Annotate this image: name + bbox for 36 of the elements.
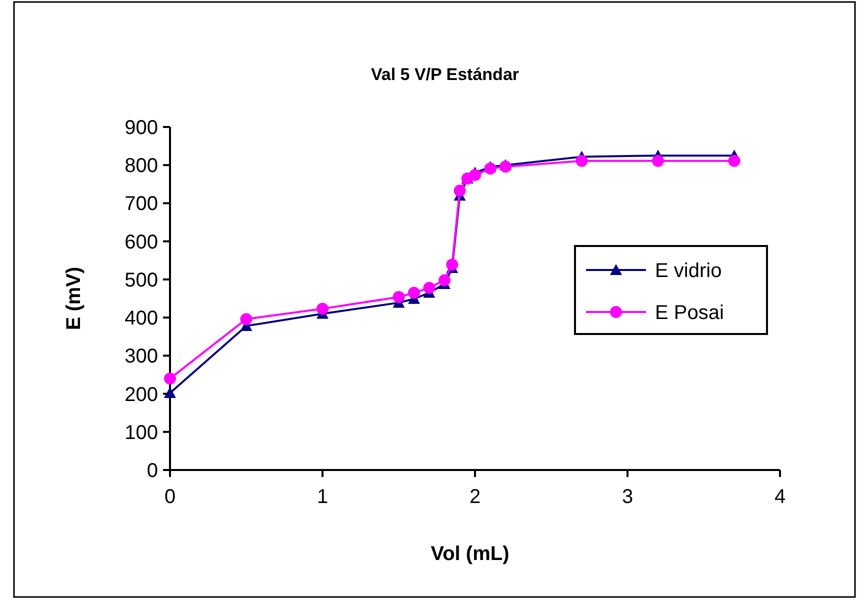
y-tick-label: 900 [124,117,158,139]
y-tick-label: 200 [124,384,158,406]
x-axis-title: Vol (mL) [430,543,510,565]
y-tick-label: 300 [124,346,158,368]
x-tick-label: 3 [622,486,634,508]
point [316,302,328,315]
point [469,169,481,182]
x-tick-label: 4 [774,486,786,508]
point [408,286,420,299]
point [484,162,496,175]
y-tick-label: 600 [124,231,158,254]
point [164,387,176,398]
y-tick-label: 800 [124,155,158,178]
y-axis-title: E (mV) [63,266,85,330]
y-tick-label: 400 [124,308,158,330]
point [164,372,176,385]
x-tick-label: 1 [316,486,328,508]
y-tick-label: 100 [124,422,158,444]
point [446,258,458,271]
point [392,290,405,303]
point [423,282,436,294]
x-tick-label: 2 [469,486,481,508]
point [240,313,252,326]
y-tick-label: 0 [146,460,158,482]
x-tick-label: 0 [164,486,176,508]
point [500,160,512,173]
y-tick-label: 500 [124,269,158,292]
chart-title: Val 5 V/P Estándar [370,65,520,84]
legend-label: E vidrio [655,260,722,282]
legend-label: E Posai [655,302,724,324]
point [728,154,740,167]
y-tick-label: 700 [124,193,158,216]
point [652,154,664,167]
point [576,154,588,167]
point [454,184,466,197]
point [438,274,450,286]
